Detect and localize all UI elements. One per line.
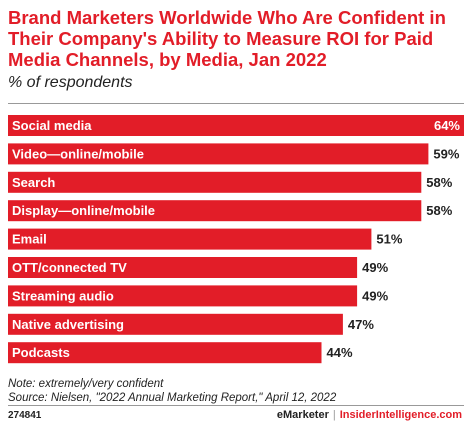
brand-name: eMarketer (276, 409, 329, 421)
bar-label-4: Email (12, 232, 47, 247)
bar-value-0: 64% (434, 118, 460, 133)
bar-value-8: 44% (327, 345, 353, 360)
bar-4 (8, 228, 372, 250)
bar-6 (8, 285, 358, 307)
bar-0 (8, 115, 464, 136)
top-divider (8, 103, 464, 104)
brand-separator: | (332, 409, 336, 421)
bar-value-1: 59% (433, 146, 459, 161)
bar-2 (8, 171, 422, 193)
chart-notes: Note: extremely/very confident Source: N… (8, 377, 336, 405)
source-text: Source: Nielsen, "2022 Annual Marketing … (8, 392, 337, 404)
bar-value-3: 58% (426, 203, 452, 218)
footer-brand: eMarketer | InsiderIntelligence.com (277, 409, 462, 421)
bar-label-7: Native advertising (12, 317, 124, 332)
bar-8 (8, 342, 322, 364)
bar-label-6: Streaming audio (12, 288, 114, 303)
bar-value-5: 49% (362, 260, 388, 275)
bar-value-7: 47% (348, 317, 374, 332)
bar-value-6: 49% (362, 288, 388, 303)
bar-3 (8, 200, 422, 222)
bar-label-1: Video—online/mobile (12, 146, 144, 161)
note-text: Note: extremely/very confident (8, 378, 164, 390)
bar-label-3: Display—online/mobile (12, 203, 155, 218)
bar-value-2: 58% (426, 175, 452, 190)
bar-label-0: Social media (12, 118, 92, 133)
chart-id: 274841 (8, 410, 42, 421)
bar-1 (8, 143, 429, 165)
bar-label-5: OTT/connected TV (12, 260, 127, 275)
bar-7 (8, 313, 343, 335)
bottom-divider (8, 405, 464, 406)
bar-5 (8, 257, 358, 278)
bar-value-4: 51% (376, 232, 402, 247)
chart-subtitle: % of respondents (8, 74, 133, 91)
bar-label-8: Podcasts (12, 345, 70, 360)
site-link[interactable]: InsiderIntelligence.com (339, 409, 462, 421)
bar-label-2: Search (12, 175, 55, 190)
chart-title: Brand Marketers Worldwide Who Are Confid… (8, 7, 446, 70)
